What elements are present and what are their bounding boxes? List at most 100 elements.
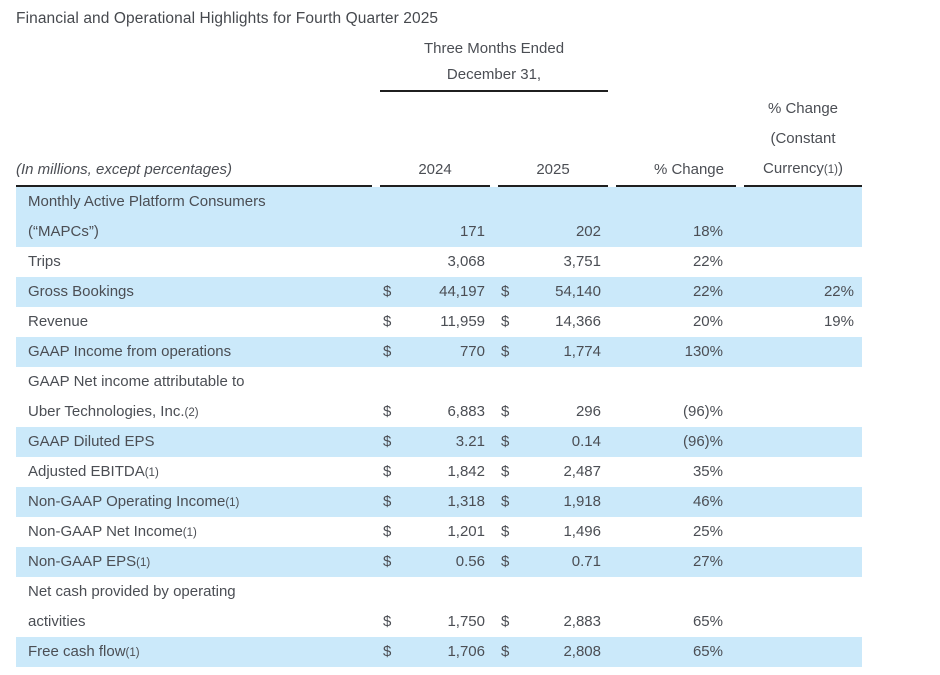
units-note: (In millions, except percentages) [16,155,372,187]
spacer [736,307,744,337]
pct-change: 22% [692,283,723,300]
spacer [608,307,616,337]
spacer [372,637,380,667]
pct-change-cc [744,397,862,427]
spacer [490,457,498,487]
dollar-sign: $ [383,523,392,540]
pct-change: 27% [692,553,723,570]
table-row: GAAP Income from operations $770 $1,774 … [16,337,862,367]
spacer [372,337,380,367]
dollar-sign: $ [383,283,392,300]
value-2025: 3,751 [563,253,601,270]
value-2024: 3,068 [447,253,485,270]
dollar-sign: $ [501,463,510,480]
dollar-sign: $ [501,313,510,330]
value-2025: $1,774 [498,337,608,367]
spacer [608,517,616,547]
spacer [608,247,616,277]
spacer [608,367,616,427]
value-2024: $770 [380,337,490,367]
dollar-sign: $ [501,403,510,420]
spacer [736,247,744,277]
dollar-sign: $ [501,433,510,450]
dollar-sign: $ [383,553,392,570]
table-row: Net cash provided by operating activitie… [16,577,862,637]
cc-header-line1: % Change [767,100,839,117]
value-2024: $1,706 [380,637,490,667]
spacer [372,367,380,427]
dollar-sign: $ [501,493,510,510]
financial-highlights-table: Financial and Operational Highlights for… [16,10,862,667]
row-label: Non-GAAP Operating Income(1) [28,493,240,510]
spacer [372,487,380,517]
dollar-sign: $ [383,643,392,660]
pct-change-cc [744,217,862,247]
spacer [490,277,498,307]
dollar-sign: $ [383,463,392,480]
spacer [490,367,498,427]
table-row: Non-GAAP EPS(1) $0.56 $0.71 27% [16,547,862,577]
dollar-sign: $ [383,343,392,360]
column-header-pct-change-cc: % Change (Constant Currency(1)) [744,94,862,187]
pct-change-cc [744,517,862,547]
dollar-sign: $ [383,403,392,420]
spacer [490,187,498,247]
spacer [372,577,380,637]
spacer [608,577,616,637]
row-label: GAAP Diluted EPS [28,433,155,450]
period-header: Three Months Ended December 31, [380,36,608,92]
spacer [736,577,744,637]
row-label: GAAP Income from operations [28,343,232,360]
spacer [372,187,380,247]
spacer [372,247,380,277]
spacer [608,427,616,457]
spacer [372,517,380,547]
value-2025: $1,496 [498,517,608,547]
table-row: GAAP Diluted EPS $3.21 $0.14 (96)% [16,427,862,457]
value-2025: $296 [498,397,608,427]
spacer [490,637,498,667]
table-row: Trips 3,068 3,751 22% [16,247,862,277]
value-2025: 202 [575,223,601,240]
row-label: Free cash flow(1) [28,643,140,660]
spacer [736,427,744,457]
column-header-row: (In millions, except percentages) 2024 2… [16,94,862,187]
spacer [372,547,380,577]
column-header-2025: 2025 [498,155,608,187]
spacer [372,427,380,457]
pct-change-cc [744,457,862,487]
spacer [490,337,498,367]
spacer [372,307,380,337]
spacer [736,337,744,367]
dollar-sign: $ [383,313,392,330]
pct-change: 20% [692,313,723,330]
spacer [736,277,744,307]
pct-change: 46% [692,493,723,510]
spacer [490,247,498,277]
period-line1: Three Months Ended [423,40,565,57]
pct-change-cc [744,247,862,277]
spacer [736,367,744,427]
spacer [490,307,498,337]
pct-change: 22% [692,253,723,270]
pct-change: (96)% [682,433,723,450]
cc-header-line2: (Constant [770,130,836,147]
value-2025: $0.71 [498,547,608,577]
spacer [490,547,498,577]
table-row: Non-GAAP Net Income(1) $1,201 $1,496 25% [16,517,862,547]
pct-change: 25% [692,523,723,540]
dollar-sign: $ [501,343,510,360]
pct-change-cc [744,337,862,367]
dollar-sign: $ [501,553,510,570]
value-2025: $0.14 [498,427,608,457]
column-header-2024: 2024 [380,155,490,187]
spacer [490,577,498,637]
dollar-sign: $ [501,283,510,300]
pct-change-cc: 22% [823,283,854,300]
value-2024: $44,197 [380,277,490,307]
spacer [372,277,380,307]
spacer [736,187,744,247]
spacer [608,487,616,517]
pct-change: 65% [692,613,723,630]
table-row: Free cash flow(1) $1,706 $2,808 65% [16,637,862,667]
